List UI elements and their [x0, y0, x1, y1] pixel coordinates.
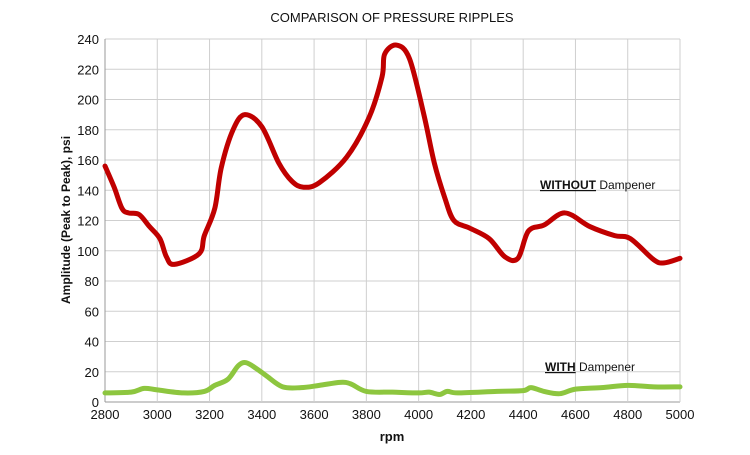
y-tick-label: 40: [85, 335, 99, 350]
y-tick-label: 240: [77, 32, 99, 47]
annotation-with-underlined: WITH: [545, 360, 576, 374]
x-tick-label: 5000: [666, 407, 695, 422]
y-tick-label: 180: [77, 123, 99, 138]
tick-labels: 0 20 40 60 80 100 120 140 160 180 200 220 240 2800 300…: [77, 32, 694, 422]
series-without-dampener-line: [102, 42, 683, 267]
x-tick-label: 2800: [91, 407, 120, 422]
y-tick-label: 100: [77, 244, 99, 259]
y-tick-label: 0: [92, 395, 99, 410]
annotation-with-dampener: WITH Dampener: [545, 360, 635, 374]
y-tick-label: 220: [77, 62, 99, 77]
x-tick-label: 4600: [561, 407, 590, 422]
x-tick-label: 4000: [404, 407, 433, 422]
chart-title: COMPARISON OF PRESSURE RIPPLES: [270, 10, 514, 25]
y-tick-label: 160: [77, 153, 99, 168]
x-tick-label: 4800: [613, 407, 642, 422]
annotation-without-underlined: WITHOUT: [540, 178, 597, 192]
y-axis-label: Amplitude (Peak to Peak), psi: [59, 136, 73, 304]
y-tick-label: 140: [77, 183, 99, 198]
x-tick-label: 3600: [300, 407, 329, 422]
x-tick-label: 3000: [143, 407, 172, 422]
annotation-without-dampener: WITHOUT Dampener: [540, 178, 655, 192]
y-tick-label: 200: [77, 93, 99, 108]
series-with-dampener-line: [102, 360, 683, 397]
y-tick-label: 20: [85, 365, 99, 380]
annotation-without-rest: Dampener: [596, 178, 655, 192]
x-tick-label: 3200: [195, 407, 224, 422]
grid: [104, 38, 681, 403]
x-tick-label: 4200: [456, 407, 485, 422]
x-tick-label: 3800: [352, 407, 381, 422]
annotation-with-rest: Dampener: [576, 360, 635, 374]
x-axis-label: rpm: [380, 429, 405, 444]
x-tick-label: 4400: [509, 407, 538, 422]
y-tick-label: 120: [77, 214, 99, 229]
series-lines: [102, 42, 683, 397]
y-tick-label: 80: [85, 274, 99, 289]
x-tick-label: 3400: [247, 407, 276, 422]
y-tick-label: 60: [85, 304, 99, 319]
